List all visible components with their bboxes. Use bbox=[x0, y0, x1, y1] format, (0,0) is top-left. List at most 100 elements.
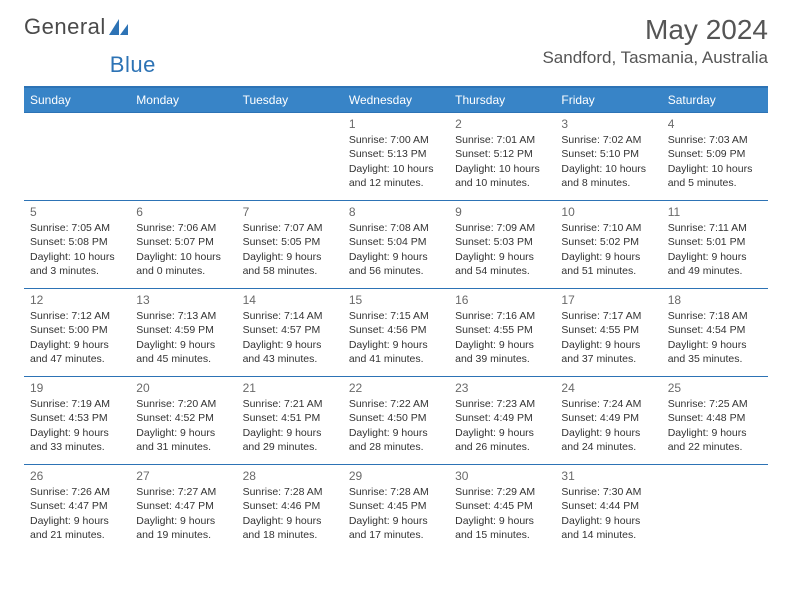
calendar-week-row: 19Sunrise: 7:19 AMSunset: 4:53 PMDayligh… bbox=[24, 377, 768, 465]
sunset-line: Sunset: 5:05 PM bbox=[243, 235, 337, 249]
calendar-day-cell: 27Sunrise: 7:27 AMSunset: 4:47 PMDayligh… bbox=[130, 465, 236, 553]
calendar-day-cell: 19Sunrise: 7:19 AMSunset: 4:53 PMDayligh… bbox=[24, 377, 130, 465]
calendar-empty-cell bbox=[237, 113, 343, 201]
daylight-line: Daylight: 10 hours and 8 minutes. bbox=[561, 162, 655, 190]
sunset-line: Sunset: 4:45 PM bbox=[455, 499, 549, 513]
sunset-line: Sunset: 4:46 PM bbox=[243, 499, 337, 513]
day-number: 21 bbox=[243, 380, 337, 396]
calendar-day-cell: 11Sunrise: 7:11 AMSunset: 5:01 PMDayligh… bbox=[662, 201, 768, 289]
daylight-line: Daylight: 9 hours and 15 minutes. bbox=[455, 514, 549, 542]
calendar-day-cell: 26Sunrise: 7:26 AMSunset: 4:47 PMDayligh… bbox=[24, 465, 130, 553]
day-number: 30 bbox=[455, 468, 549, 484]
daylight-line: Daylight: 9 hours and 49 minutes. bbox=[668, 250, 762, 278]
day-number: 7 bbox=[243, 204, 337, 220]
day-number: 5 bbox=[30, 204, 124, 220]
logo-sail-icon bbox=[108, 18, 130, 36]
sunrise-line: Sunrise: 7:08 AM bbox=[349, 221, 443, 235]
calendar-day-cell: 2Sunrise: 7:01 AMSunset: 5:12 PMDaylight… bbox=[449, 113, 555, 201]
calendar-day-cell: 21Sunrise: 7:21 AMSunset: 4:51 PMDayligh… bbox=[237, 377, 343, 465]
month-title: May 2024 bbox=[542, 14, 768, 46]
logo-text-1: General bbox=[24, 14, 106, 40]
daylight-line: Daylight: 9 hours and 17 minutes. bbox=[349, 514, 443, 542]
day-header: Wednesday bbox=[343, 87, 449, 113]
daylight-line: Daylight: 10 hours and 10 minutes. bbox=[455, 162, 549, 190]
sunset-line: Sunset: 4:49 PM bbox=[455, 411, 549, 425]
daylight-line: Daylight: 9 hours and 47 minutes. bbox=[30, 338, 124, 366]
calendar-empty-cell bbox=[130, 113, 236, 201]
sunrise-line: Sunrise: 7:30 AM bbox=[561, 485, 655, 499]
day-number: 13 bbox=[136, 292, 230, 308]
sunrise-line: Sunrise: 7:16 AM bbox=[455, 309, 549, 323]
daylight-line: Daylight: 9 hours and 45 minutes. bbox=[136, 338, 230, 366]
calendar-empty-cell bbox=[24, 113, 130, 201]
sunset-line: Sunset: 4:51 PM bbox=[243, 411, 337, 425]
day-number: 26 bbox=[30, 468, 124, 484]
day-number: 25 bbox=[668, 380, 762, 396]
daylight-line: Daylight: 9 hours and 51 minutes. bbox=[561, 250, 655, 278]
calendar-empty-cell bbox=[662, 465, 768, 553]
calendar-day-cell: 23Sunrise: 7:23 AMSunset: 4:49 PMDayligh… bbox=[449, 377, 555, 465]
calendar-day-cell: 4Sunrise: 7:03 AMSunset: 5:09 PMDaylight… bbox=[662, 113, 768, 201]
calendar-week-row: 5Sunrise: 7:05 AMSunset: 5:08 PMDaylight… bbox=[24, 201, 768, 289]
day-number: 28 bbox=[243, 468, 337, 484]
logo-text-2: Blue bbox=[110, 52, 156, 78]
daylight-line: Daylight: 9 hours and 22 minutes. bbox=[668, 426, 762, 454]
calendar-day-cell: 28Sunrise: 7:28 AMSunset: 4:46 PMDayligh… bbox=[237, 465, 343, 553]
calendar-day-cell: 9Sunrise: 7:09 AMSunset: 5:03 PMDaylight… bbox=[449, 201, 555, 289]
calendar-header-row: SundayMondayTuesdayWednesdayThursdayFrid… bbox=[24, 87, 768, 113]
sunrise-line: Sunrise: 7:06 AM bbox=[136, 221, 230, 235]
daylight-line: Daylight: 9 hours and 21 minutes. bbox=[30, 514, 124, 542]
sunrise-line: Sunrise: 7:26 AM bbox=[30, 485, 124, 499]
calendar-day-cell: 3Sunrise: 7:02 AMSunset: 5:10 PMDaylight… bbox=[555, 113, 661, 201]
day-number: 18 bbox=[668, 292, 762, 308]
calendar-day-cell: 31Sunrise: 7:30 AMSunset: 4:44 PMDayligh… bbox=[555, 465, 661, 553]
day-header: Sunday bbox=[24, 87, 130, 113]
daylight-line: Daylight: 9 hours and 19 minutes. bbox=[136, 514, 230, 542]
daylight-line: Daylight: 9 hours and 35 minutes. bbox=[668, 338, 762, 366]
calendar-day-cell: 18Sunrise: 7:18 AMSunset: 4:54 PMDayligh… bbox=[662, 289, 768, 377]
sunset-line: Sunset: 4:44 PM bbox=[561, 499, 655, 513]
sunrise-line: Sunrise: 7:18 AM bbox=[668, 309, 762, 323]
day-number: 19 bbox=[30, 380, 124, 396]
day-number: 16 bbox=[455, 292, 549, 308]
daylight-line: Daylight: 9 hours and 58 minutes. bbox=[243, 250, 337, 278]
calendar-day-cell: 24Sunrise: 7:24 AMSunset: 4:49 PMDayligh… bbox=[555, 377, 661, 465]
day-number: 31 bbox=[561, 468, 655, 484]
calendar-day-cell: 16Sunrise: 7:16 AMSunset: 4:55 PMDayligh… bbox=[449, 289, 555, 377]
sunset-line: Sunset: 5:08 PM bbox=[30, 235, 124, 249]
day-number: 1 bbox=[349, 116, 443, 132]
sunrise-line: Sunrise: 7:13 AM bbox=[136, 309, 230, 323]
calendar-day-cell: 1Sunrise: 7:00 AMSunset: 5:13 PMDaylight… bbox=[343, 113, 449, 201]
day-number: 15 bbox=[349, 292, 443, 308]
sunset-line: Sunset: 5:01 PM bbox=[668, 235, 762, 249]
sunset-line: Sunset: 4:53 PM bbox=[30, 411, 124, 425]
daylight-line: Daylight: 9 hours and 33 minutes. bbox=[30, 426, 124, 454]
sunrise-line: Sunrise: 7:17 AM bbox=[561, 309, 655, 323]
calendar-day-cell: 15Sunrise: 7:15 AMSunset: 4:56 PMDayligh… bbox=[343, 289, 449, 377]
sunrise-line: Sunrise: 7:10 AM bbox=[561, 221, 655, 235]
sunset-line: Sunset: 4:54 PM bbox=[668, 323, 762, 337]
day-number: 9 bbox=[455, 204, 549, 220]
daylight-line: Daylight: 10 hours and 12 minutes. bbox=[349, 162, 443, 190]
calendar-day-cell: 14Sunrise: 7:14 AMSunset: 4:57 PMDayligh… bbox=[237, 289, 343, 377]
sunset-line: Sunset: 5:07 PM bbox=[136, 235, 230, 249]
calendar-day-cell: 17Sunrise: 7:17 AMSunset: 4:55 PMDayligh… bbox=[555, 289, 661, 377]
sunrise-line: Sunrise: 7:29 AM bbox=[455, 485, 549, 499]
day-number: 4 bbox=[668, 116, 762, 132]
daylight-line: Daylight: 9 hours and 29 minutes. bbox=[243, 426, 337, 454]
sunrise-line: Sunrise: 7:11 AM bbox=[668, 221, 762, 235]
daylight-line: Daylight: 9 hours and 31 minutes. bbox=[136, 426, 230, 454]
sunrise-line: Sunrise: 7:00 AM bbox=[349, 133, 443, 147]
sunset-line: Sunset: 4:55 PM bbox=[455, 323, 549, 337]
sunrise-line: Sunrise: 7:12 AM bbox=[30, 309, 124, 323]
logo: General bbox=[24, 14, 130, 40]
sunrise-line: Sunrise: 7:22 AM bbox=[349, 397, 443, 411]
sunset-line: Sunset: 5:09 PM bbox=[668, 147, 762, 161]
sunset-line: Sunset: 4:50 PM bbox=[349, 411, 443, 425]
calendar-table: SundayMondayTuesdayWednesdayThursdayFrid… bbox=[24, 86, 768, 553]
day-number: 23 bbox=[455, 380, 549, 396]
sunrise-line: Sunrise: 7:09 AM bbox=[455, 221, 549, 235]
calendar-day-cell: 20Sunrise: 7:20 AMSunset: 4:52 PMDayligh… bbox=[130, 377, 236, 465]
calendar-day-cell: 25Sunrise: 7:25 AMSunset: 4:48 PMDayligh… bbox=[662, 377, 768, 465]
day-number: 24 bbox=[561, 380, 655, 396]
